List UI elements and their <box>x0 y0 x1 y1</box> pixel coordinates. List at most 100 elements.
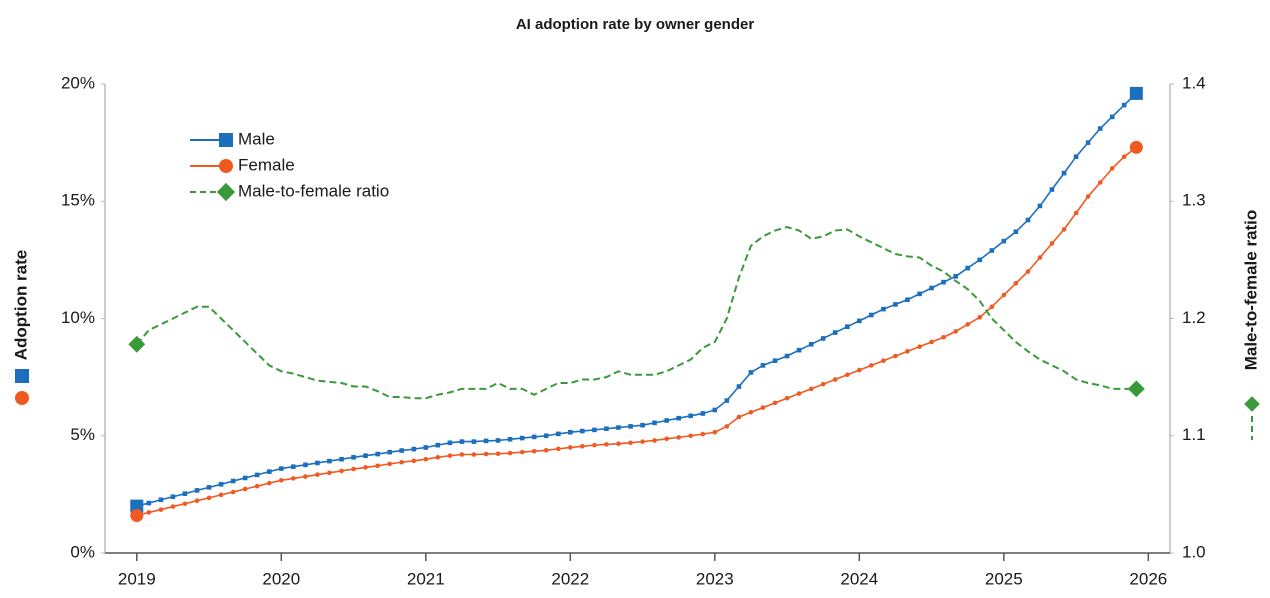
data-point <box>676 415 681 421</box>
x-tick-label: 2021 <box>407 569 445 588</box>
data-point <box>748 370 754 375</box>
data-point <box>339 456 344 462</box>
data-point <box>290 464 296 470</box>
data-point <box>519 449 525 455</box>
data-point <box>1001 292 1007 298</box>
data-point <box>832 330 838 335</box>
data-point <box>1001 238 1007 244</box>
data-point <box>772 358 778 364</box>
data-point <box>194 498 200 504</box>
data-point <box>1025 269 1031 274</box>
y2-tick-label: 1.2 <box>1182 308 1206 327</box>
data-point <box>130 499 144 513</box>
data-point <box>712 407 718 413</box>
data-point <box>130 508 144 522</box>
data-point <box>447 440 453 446</box>
data-point <box>543 447 549 453</box>
data-point <box>989 304 995 310</box>
data-point <box>531 434 537 440</box>
data-point <box>351 455 356 460</box>
data-point <box>1097 126 1103 131</box>
legend-label: Female <box>238 155 295 174</box>
data-point <box>483 438 489 444</box>
data-point <box>965 265 970 271</box>
data-point <box>206 485 212 490</box>
data-point <box>495 438 501 443</box>
data-point <box>953 329 958 334</box>
data-point <box>459 452 465 457</box>
legend-marker <box>219 159 233 173</box>
data-point <box>616 441 621 447</box>
data-point <box>989 248 995 253</box>
data-point <box>1013 281 1019 286</box>
x-tick-label: 2025 <box>985 569 1023 588</box>
y2-tick-label: 1.4 <box>1182 73 1206 92</box>
data-point <box>423 456 429 462</box>
data-point <box>194 488 200 493</box>
y-axis-label: Adoption rate <box>11 250 30 361</box>
data-point <box>230 478 236 484</box>
data-point <box>375 463 380 469</box>
data-point <box>495 451 501 457</box>
data-point <box>893 302 898 307</box>
y2-tick-label: 1.1 <box>1182 425 1206 444</box>
data-point <box>411 446 417 452</box>
data-point <box>1049 187 1055 192</box>
data-point <box>128 335 146 353</box>
data-point <box>808 341 814 347</box>
data-point <box>363 453 368 458</box>
data-point <box>652 420 657 426</box>
data-point <box>820 381 826 387</box>
data-point <box>1073 210 1079 216</box>
data-point <box>857 367 862 373</box>
series-line <box>136 146 1137 517</box>
data-point <box>278 478 284 483</box>
data-point <box>1121 102 1127 108</box>
data-point <box>459 439 465 444</box>
data-point <box>808 386 814 392</box>
data-point <box>471 439 477 444</box>
data-point <box>1037 203 1043 209</box>
data-point <box>760 363 766 368</box>
data-point <box>471 452 477 457</box>
y-tick-label: 20% <box>61 73 95 92</box>
data-point <box>1073 154 1079 159</box>
data-point <box>182 501 188 507</box>
y-tick-label: 0% <box>70 542 95 561</box>
y-tick-label: 15% <box>61 191 95 210</box>
data-point <box>592 442 597 448</box>
data-point <box>423 445 429 450</box>
data-point <box>748 410 754 415</box>
data-point <box>556 446 561 452</box>
data-point <box>688 433 693 439</box>
data-point <box>881 358 886 364</box>
chart-title: AI adoption rate by owner gender <box>516 16 755 33</box>
data-point <box>736 414 742 420</box>
data-point <box>929 285 934 291</box>
x-tick-label: 2020 <box>262 569 300 588</box>
data-point <box>568 429 573 435</box>
data-point <box>267 480 272 486</box>
data-point <box>1097 180 1103 185</box>
data-point <box>664 436 669 442</box>
data-point <box>182 491 188 496</box>
data-point <box>616 425 621 430</box>
x-tick-label: 2023 <box>696 569 734 588</box>
legend-marker <box>219 133 233 147</box>
data-point <box>278 466 284 471</box>
data-point <box>170 504 176 509</box>
data-point <box>1127 380 1145 398</box>
data-point <box>230 489 236 495</box>
data-point <box>857 318 862 324</box>
data-point <box>1129 86 1143 100</box>
series-line <box>136 225 1137 400</box>
data-point <box>1121 154 1127 159</box>
data-point <box>303 462 308 468</box>
data-point <box>724 398 730 403</box>
data-point <box>399 448 404 453</box>
y2-tick-label: 1.3 <box>1182 191 1206 210</box>
data-point <box>676 435 681 440</box>
data-point <box>218 492 224 498</box>
data-point <box>267 469 272 474</box>
y-tick-label: 10% <box>61 308 95 327</box>
